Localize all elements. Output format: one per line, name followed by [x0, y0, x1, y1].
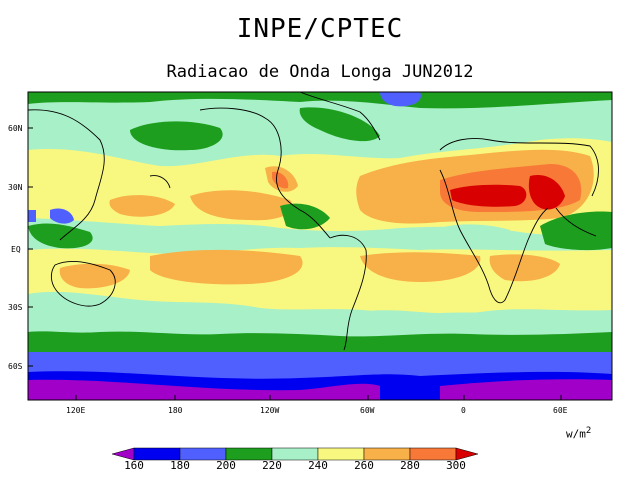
lon-label-120w: 120W	[260, 406, 280, 415]
lon-label-180: 180	[168, 406, 183, 415]
olr-patch-200-pacific	[130, 121, 223, 151]
unit-base: w/m	[566, 427, 586, 441]
olr-band-below-160-west	[28, 379, 380, 400]
lon-label-120e: 120E	[66, 406, 86, 415]
colorbar-level-label: 200	[216, 459, 236, 472]
olr-region-200-central-america	[280, 203, 330, 230]
coastlines	[28, 92, 599, 351]
olr-region-280-west-pacific	[109, 195, 175, 217]
olr-region-240-africa	[440, 224, 510, 244]
olr-region-280-south-atlantic	[360, 252, 481, 282]
olr-region-280-indian-ocean	[489, 254, 560, 282]
axis-ticks	[28, 127, 562, 400]
lat-label-30s: 30S	[8, 303, 23, 312]
colorbar-level-label: 160	[124, 459, 144, 472]
olr-band-200-north	[28, 92, 612, 109]
lon-label-0: 0	[461, 406, 466, 415]
lat-label-60n: 60N	[8, 124, 23, 133]
olr-region-200-bay-of-bengal	[540, 211, 612, 251]
colorbar-level-label: 180	[170, 459, 190, 472]
olr-region-280-north-pacific	[190, 190, 293, 221]
olr-region-200-maritime	[28, 223, 93, 249]
olr-region-180-edge	[28, 210, 36, 222]
lon-label-60w: 60W	[360, 406, 375, 415]
olr-region-above-300-sahara	[450, 184, 527, 207]
colorbar-level-label: 280	[400, 459, 420, 472]
colorbar-cell-high	[455, 447, 479, 461]
olr-patch-180-arctic	[380, 92, 421, 107]
olr-region-300-north-america	[272, 171, 289, 189]
colorbar-level-label: 220	[262, 459, 282, 472]
olr-region-280-australia	[59, 263, 130, 289]
unit-label: w/m2	[566, 426, 591, 441]
olr-band-below-160-east	[440, 379, 612, 400]
lat-label-60s: 60S	[8, 362, 23, 371]
olr-patch-200-atlantic	[299, 107, 380, 142]
colorbar-level-label: 240	[308, 459, 328, 472]
colorbar-level-label: 300	[446, 459, 466, 472]
lat-label-30n: 30N	[8, 183, 23, 192]
page-title: INPE/CPTEC	[236, 14, 404, 44]
olr-region-180-west	[50, 208, 74, 224]
map-frame	[27, 91, 613, 401]
olr-region-above-300-arabia	[528, 174, 565, 210]
olr-band-240-south	[28, 291, 612, 337]
map-subtitle: Radiacao de Onda Longa JUN2012	[166, 62, 474, 82]
lon-label-60e: 60E	[553, 406, 568, 415]
lat-label-eq: EQ	[11, 245, 21, 254]
unit-exponent: 2	[585, 426, 592, 436]
colorbar-level-label: 260	[354, 459, 374, 472]
olr-region-280-south-pacific	[150, 249, 303, 285]
olr-field	[28, 92, 612, 400]
